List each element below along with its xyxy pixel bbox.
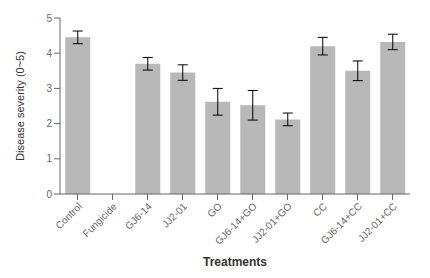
svg-text:JJ2-01+GO: JJ2-01+GO xyxy=(250,201,294,245)
svg-text:CC: CC xyxy=(311,201,329,219)
svg-text:1: 1 xyxy=(46,153,52,164)
svg-text:Control: Control xyxy=(53,201,84,232)
svg-text:JJ2-01: JJ2-01 xyxy=(160,200,189,229)
svg-text:JJ2-01+CC: JJ2-01+CC xyxy=(356,201,399,244)
svg-text:Treatments: Treatments xyxy=(203,255,267,269)
svg-text:Disease severity (0~5): Disease severity (0~5) xyxy=(14,51,26,161)
svg-text:4: 4 xyxy=(46,48,52,59)
svg-text:5: 5 xyxy=(46,13,52,24)
svg-text:0: 0 xyxy=(46,189,52,200)
svg-text:GO: GO xyxy=(205,201,224,220)
svg-text:3: 3 xyxy=(46,83,52,94)
svg-text:Fungicide: Fungicide xyxy=(80,200,119,239)
svg-text:GJ6-14+GO: GJ6-14+GO xyxy=(212,200,259,247)
svg-text:2: 2 xyxy=(46,118,52,129)
svg-text:GJ6-14: GJ6-14 xyxy=(123,200,154,231)
svg-text:GJ6-14+CC: GJ6-14+CC xyxy=(318,200,364,246)
